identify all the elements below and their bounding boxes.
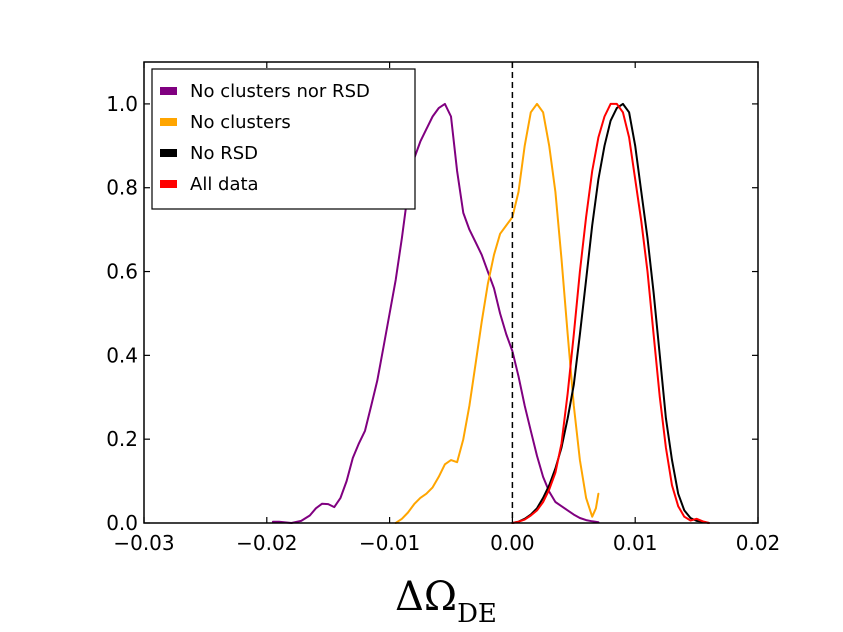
- y-tick-label: 0.2: [106, 427, 138, 451]
- y-tick-label: 0.8: [106, 176, 138, 200]
- legend-swatch-3: [160, 180, 177, 188]
- x-tick-label: −0.01: [359, 531, 420, 555]
- x-axis-label-subscript: DE: [457, 599, 497, 629]
- axis-ticks: −0.03 −0.02 −0.01 0.00 0.01 0.02 0.0 0.2 0.4 0.6 0…: [106, 62, 780, 555]
- series-lines: [271, 102, 710, 524]
- series-line-2: [511, 102, 710, 524]
- series-line-0: [271, 102, 600, 524]
- y-tick-label: 0.0: [106, 511, 138, 535]
- legend-swatch-1: [160, 118, 177, 126]
- legend-swatch-0: [160, 87, 177, 95]
- legend-label-0: No clusters nor RSD: [190, 81, 370, 102]
- legend-label-3: All data: [190, 174, 259, 195]
- x-tick-label: 0.00: [490, 531, 535, 555]
- y-tick-label: 0.4: [106, 343, 138, 367]
- plot-frame: [143, 61, 759, 524]
- y-tick-label: 0.6: [106, 260, 138, 284]
- legend-label-2: No RSD: [190, 143, 258, 164]
- legend-swatch-2: [160, 149, 177, 157]
- x-tick-label: 0.01: [613, 531, 658, 555]
- legend-label-1: No clusters: [190, 112, 291, 133]
- legend-box: [151, 68, 416, 210]
- legend: No clusters nor RSD No clusters No RSD All …: [151, 68, 416, 210]
- x-tick-label: 0.02: [736, 531, 781, 555]
- y-tick-label: 1.0: [106, 92, 138, 116]
- series-line-1: [394, 102, 600, 524]
- x-axis-label-text: ΔΩ: [395, 574, 457, 620]
- x-tick-label: −0.03: [113, 531, 174, 555]
- x-axis-label: ΔΩDE: [395, 574, 497, 629]
- x-tick-label: −0.02: [236, 531, 297, 555]
- series-line-3: [511, 102, 710, 524]
- x-axis-label-main: ΔΩDE: [395, 574, 497, 629]
